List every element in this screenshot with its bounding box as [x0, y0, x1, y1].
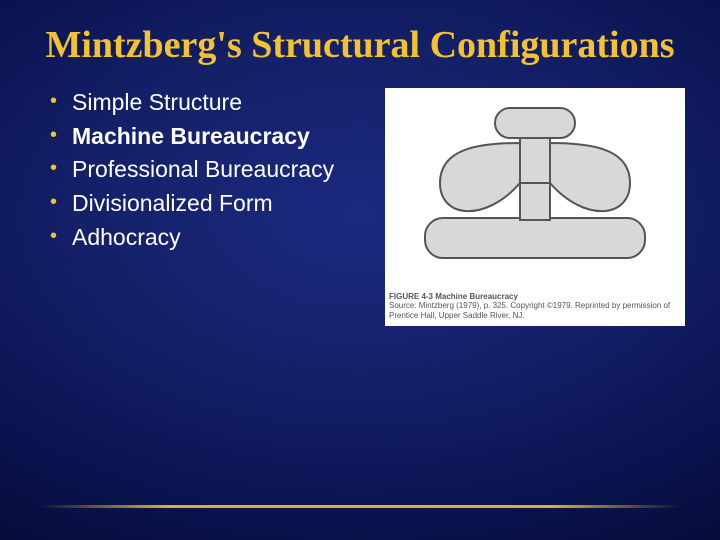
bullet-text: Divisionalized Form: [72, 190, 273, 216]
bullet-text: Simple Structure: [72, 89, 242, 115]
bullet-item: Adhocracy: [50, 223, 370, 253]
middle-line-shape: [520, 138, 550, 183]
bullet-item: Simple Structure: [50, 88, 370, 118]
bullet-item: Professional Bureaucracy: [50, 155, 370, 185]
figure-diagram: [385, 88, 685, 288]
bullet-list: Simple Structure Machine Bureaucracy Pro…: [30, 88, 370, 327]
bullet-item: Divisionalized Form: [50, 189, 370, 219]
bullet-item: Machine Bureaucracy: [50, 122, 370, 152]
bullet-text: Adhocracy: [72, 224, 181, 250]
support-staff-lobe: [550, 143, 630, 211]
technostructure-lobe: [440, 143, 520, 211]
figure-area: FIGURE 4-3 Machine Bureaucracy Source: M…: [370, 88, 690, 327]
figure-caption: FIGURE 4-3 Machine Bureaucracy Source: M…: [385, 288, 685, 327]
caption-title: FIGURE 4-3 Machine Bureaucracy: [389, 292, 518, 301]
operating-core-shape: [425, 218, 645, 258]
divider-line: [40, 505, 680, 508]
apex-shape: [495, 108, 575, 138]
bullet-text: Professional Bureaucracy: [72, 156, 334, 182]
neck-connector: [520, 183, 550, 220]
slide: Mintzberg's Structural Configurations Si…: [0, 0, 720, 540]
caption-source: Source: Mintzberg (1979), p. 325. Copyri…: [389, 301, 670, 320]
content-row: Simple Structure Machine Bureaucracy Pro…: [0, 68, 720, 327]
slide-title: Mintzberg's Structural Configurations: [0, 0, 720, 68]
bullet-text: Machine Bureaucracy: [72, 123, 310, 149]
